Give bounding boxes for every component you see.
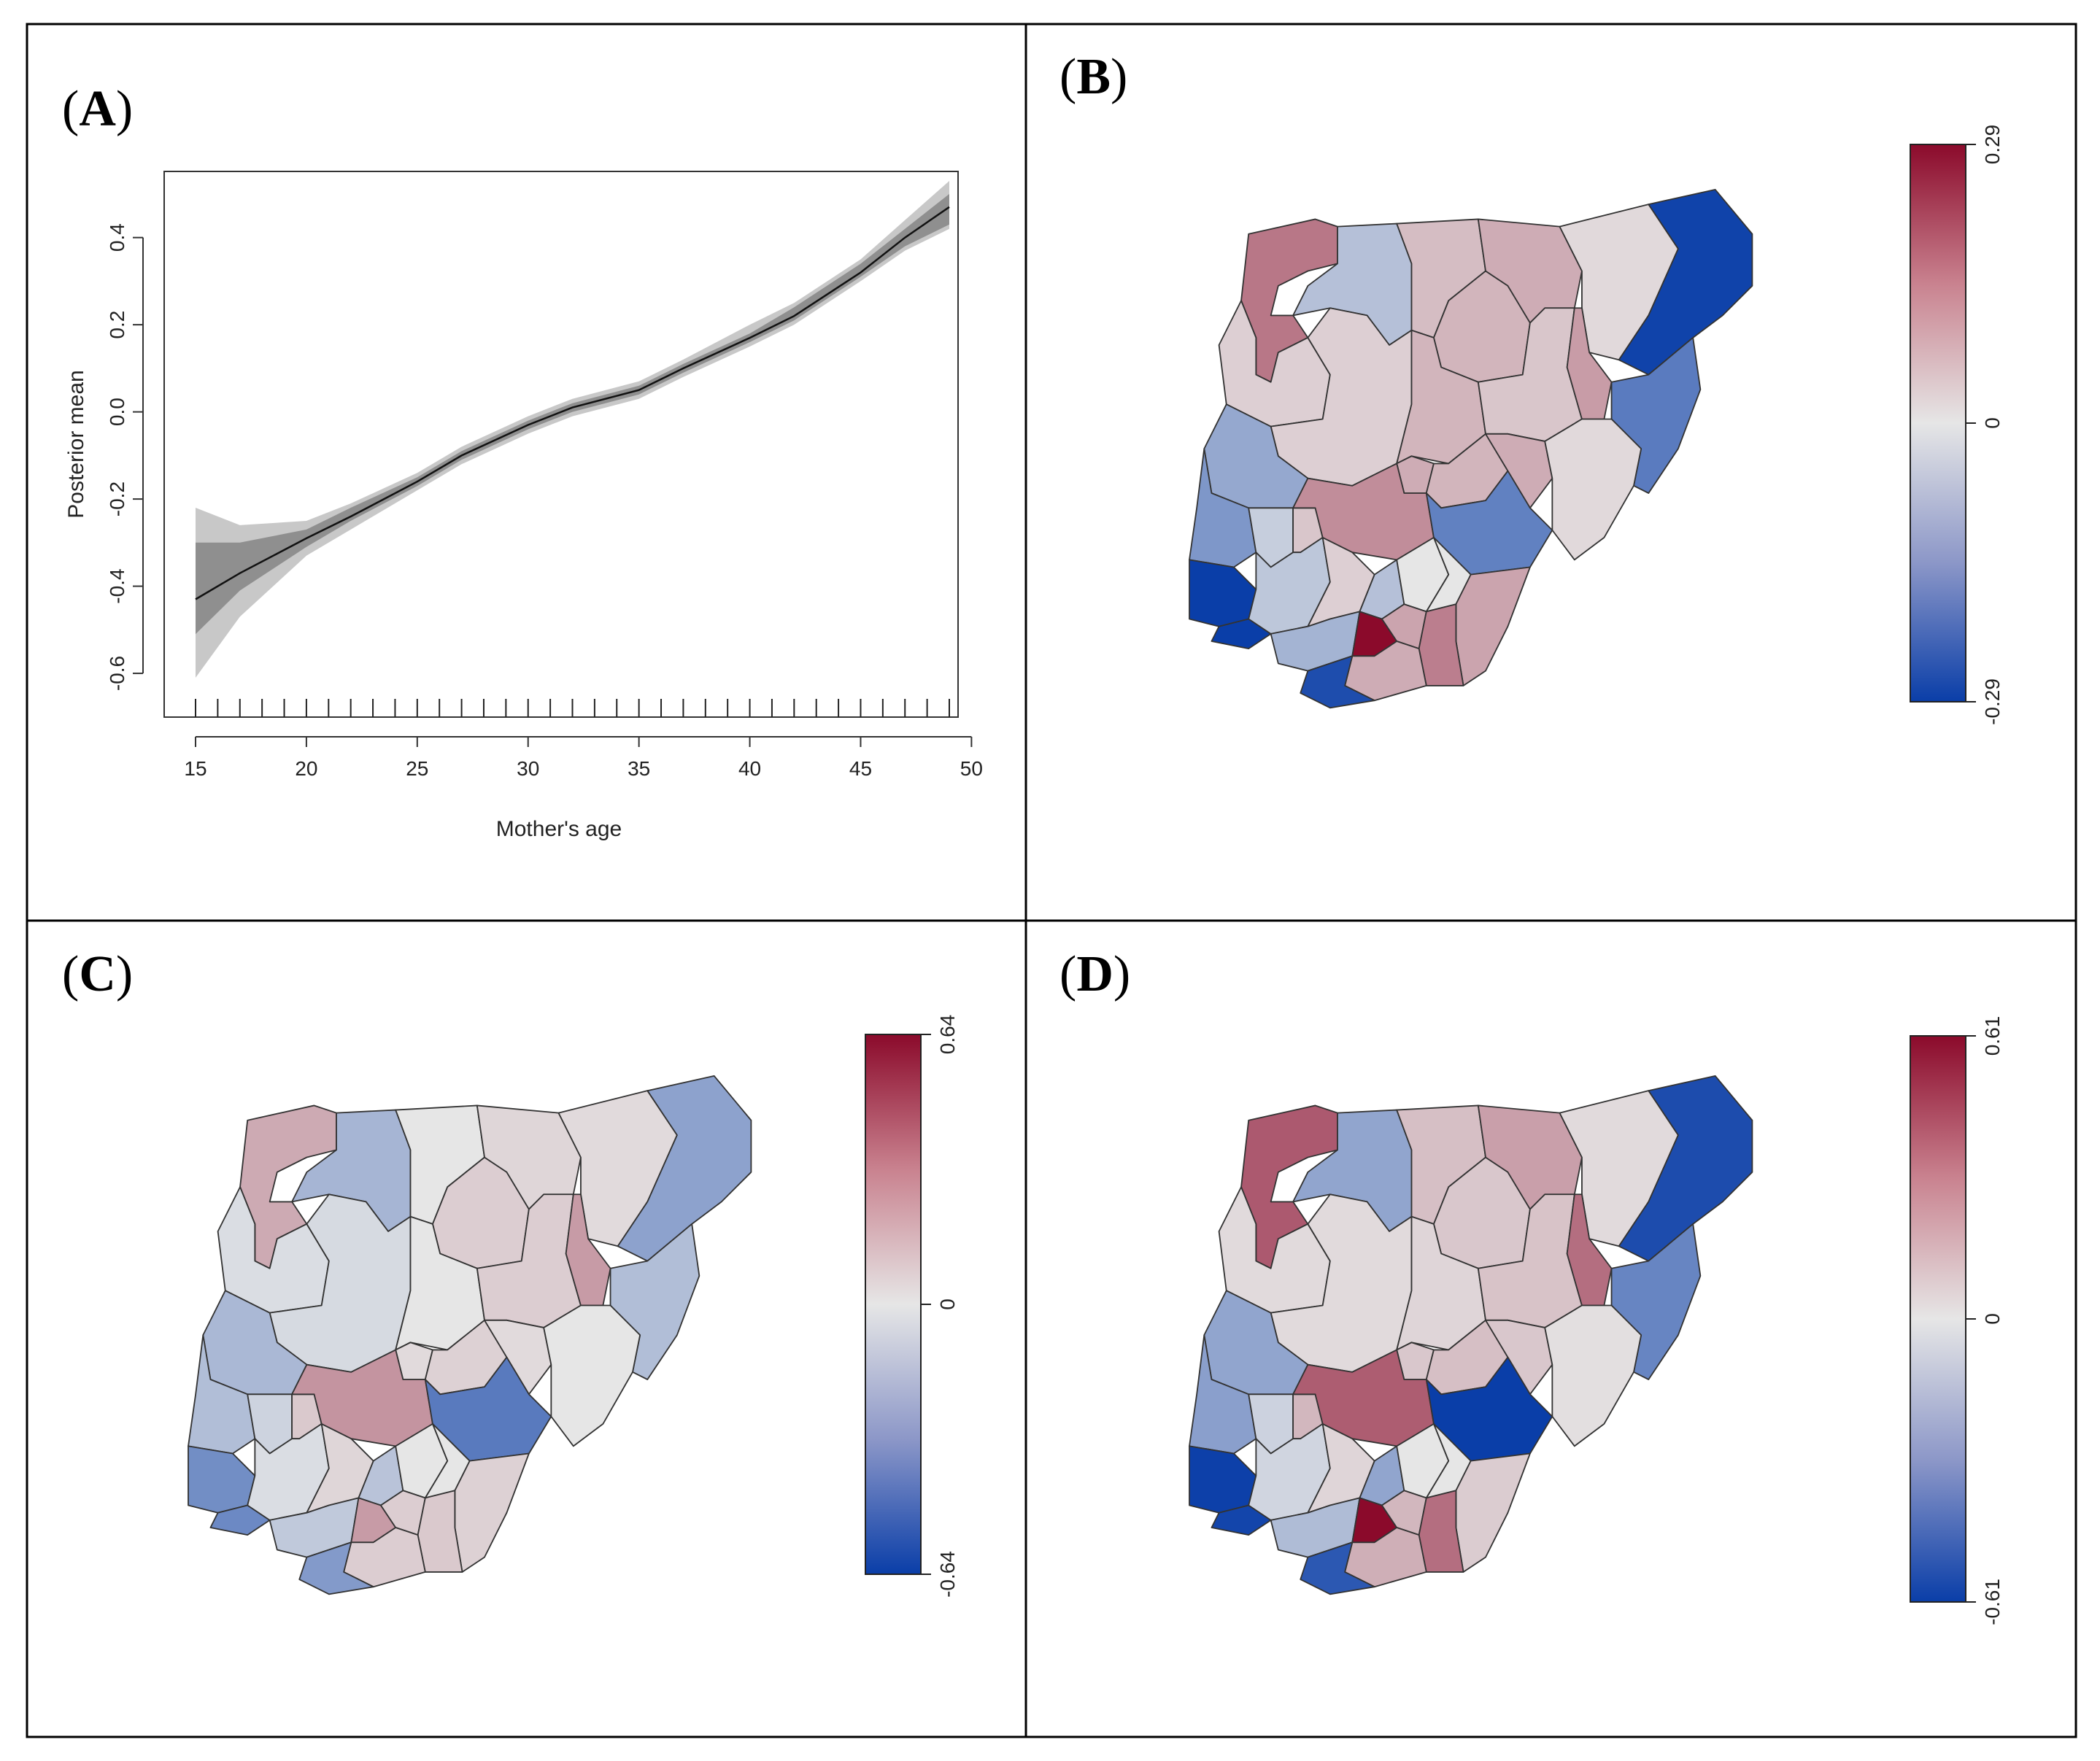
colorbar-c-max-label: 0.64 — [936, 1015, 959, 1055]
state-taraba — [543, 1304, 641, 1447]
posterior-mean-line — [195, 206, 950, 600]
x-tick-label: 25 — [406, 757, 428, 780]
state-gombe — [1566, 1193, 1613, 1307]
state-oyo — [1189, 448, 1257, 568]
colorbar-b-min-label: -0.29 — [1981, 678, 2004, 725]
y-axis: -0.6 -0.4 -0.2 0.0 0.2 0.4 — [106, 223, 144, 691]
state-oyo — [188, 1334, 256, 1455]
chart-posterior-mean-vs-age: -0.6 -0.4 -0.2 0.0 0.2 0.4 15 20 25 30 35 40 45 50 M… — [64, 171, 983, 841]
colorbar-b-mid-label: 0 — [1981, 417, 2004, 429]
state-lagos — [209, 1504, 271, 1536]
x-tick-label: 45 — [849, 757, 872, 780]
colorbar-c-min-label: -0.64 — [936, 1551, 959, 1598]
map-panel-c — [188, 1075, 752, 1595]
x-tick-label: 35 — [628, 757, 650, 780]
state-oyo — [1189, 1334, 1257, 1455]
state-ogun — [1189, 1445, 1257, 1514]
mean-line-group — [195, 206, 950, 600]
colorbar-c: 0.64 0 -0.64 — [865, 1015, 959, 1598]
state-lagos — [1211, 1504, 1272, 1536]
state-bayelsa — [1300, 655, 1375, 709]
state-crossriver — [1455, 1452, 1531, 1573]
95-credible-band — [196, 181, 949, 678]
x-tick-label: 40 — [738, 757, 761, 780]
y-tick-label: -0.6 — [106, 656, 128, 691]
panel-label-c: (C) — [62, 946, 133, 1002]
x-tick-label: 30 — [517, 757, 539, 780]
state-adamawa — [609, 1223, 700, 1380]
state-lagos — [1211, 618, 1272, 650]
x-axis: 15 20 25 30 35 40 45 50 — [184, 736, 983, 780]
colorbar-b-max-label: 0.29 — [1981, 125, 2004, 165]
state-crossriver — [454, 1452, 530, 1573]
colorbar-b: 0.29 0 -0.29 — [1910, 125, 2004, 725]
y-tick-label: -0.2 — [106, 481, 128, 516]
y-tick-label: 0.4 — [106, 223, 128, 252]
state-taraba — [1544, 418, 1642, 561]
state-gombe — [1566, 307, 1613, 420]
state-bayelsa — [1300, 1541, 1375, 1595]
colorbar-c-gradient — [865, 1034, 922, 1575]
plot-area-frame — [163, 171, 959, 718]
state-ogun — [188, 1445, 256, 1514]
x-tick-label: 20 — [295, 757, 317, 780]
map-panel-d — [1189, 1075, 1753, 1595]
map-panel-b — [1189, 188, 1753, 709]
colorbar-d-mid-label: 0 — [1981, 1313, 2004, 1325]
x-axis-title: Mother's age — [496, 817, 622, 841]
figure-outer-border — [26, 23, 2077, 1738]
y-tick-label: -0.4 — [106, 568, 128, 603]
panel-label-b: (B) — [1059, 49, 1127, 105]
panel-label-a: (A) — [62, 81, 133, 137]
colorbar-d-min-label: -0.61 — [1981, 1579, 2004, 1625]
state-crossriver — [1455, 566, 1531, 686]
colorbar-d-max-label: 0.61 — [1981, 1016, 2004, 1056]
credible-bands — [196, 181, 949, 678]
state-ogun — [1189, 559, 1257, 627]
y-tick-label: 0.2 — [106, 311, 128, 339]
colorbar-b-gradient — [1910, 144, 1966, 703]
y-axis-title: Posterior mean — [64, 370, 88, 518]
panel-label-d: (D) — [1059, 946, 1130, 1002]
state-bayelsa — [298, 1541, 374, 1595]
colorbar-c-mid-label: 0 — [936, 1299, 959, 1310]
state-gombe — [565, 1193, 611, 1307]
state-adamawa — [1610, 1223, 1702, 1380]
colorbar-d: 0.61 0 -0.61 — [1910, 1016, 2004, 1625]
state-adamawa — [1610, 336, 1702, 494]
state-taraba — [1544, 1304, 1642, 1447]
rug-ticks — [195, 699, 950, 717]
colorbar-d-gradient — [1910, 1035, 1966, 1603]
y-tick-label: 0.0 — [106, 398, 128, 426]
x-tick-label: 50 — [960, 757, 983, 780]
x-tick-label: 15 — [184, 757, 206, 780]
